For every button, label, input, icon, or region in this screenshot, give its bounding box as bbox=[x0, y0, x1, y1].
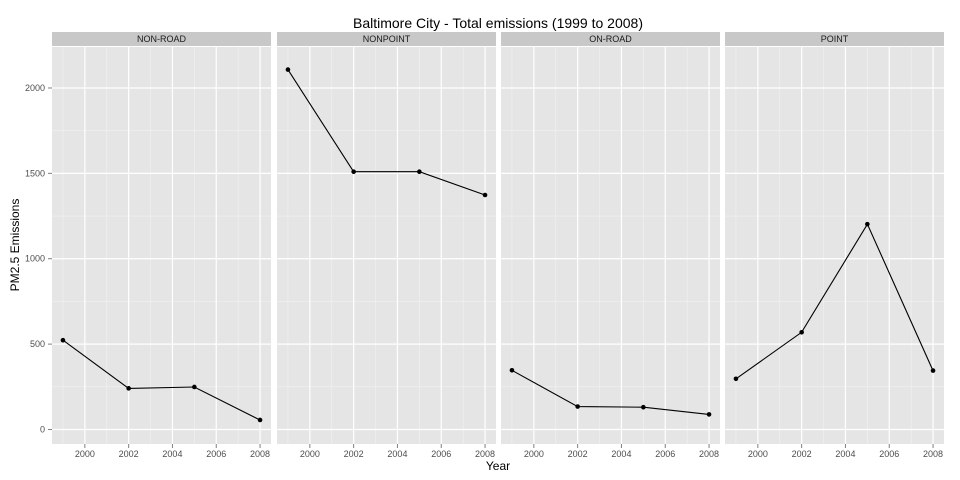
x-tick-label: 2008 bbox=[699, 449, 719, 459]
data-point bbox=[482, 192, 488, 198]
data-point bbox=[930, 368, 936, 373]
data-point bbox=[126, 386, 131, 391]
x-tick-label: 2002 bbox=[792, 449, 812, 459]
panel-strip bbox=[725, 32, 944, 46]
data-point bbox=[192, 384, 197, 390]
series-line bbox=[511, 369, 710, 415]
panel-background bbox=[277, 47, 496, 444]
data-point bbox=[575, 404, 580, 409]
panel-strip-label: ON-ROAD bbox=[589, 34, 632, 44]
data-point bbox=[351, 169, 356, 175]
x-tick-label: 2008 bbox=[250, 449, 270, 459]
data-point bbox=[865, 221, 870, 227]
x-tick-label: 2006 bbox=[431, 449, 451, 459]
panel-background bbox=[52, 47, 271, 444]
data-point bbox=[417, 169, 422, 175]
x-tick-label: 2000 bbox=[300, 449, 320, 459]
data-point bbox=[257, 417, 263, 423]
x-tick-label: 2004 bbox=[835, 449, 855, 459]
panel-strip-label: POINT bbox=[821, 34, 849, 44]
x-tick-label: 2004 bbox=[611, 449, 631, 459]
series-line bbox=[62, 339, 261, 421]
series-line bbox=[735, 223, 934, 380]
x-tick-label: 2006 bbox=[655, 449, 675, 459]
panel-strip bbox=[501, 32, 720, 46]
x-tick-label: 2000 bbox=[75, 449, 95, 459]
chart-title: Baltimore City - Total emissions (1999 t… bbox=[353, 15, 643, 31]
panel-strip-label: NONPOINT bbox=[363, 34, 411, 44]
panel-background bbox=[501, 47, 720, 444]
data-point bbox=[60, 337, 66, 343]
x-axis-title: Year bbox=[486, 459, 510, 473]
x-tick-label: 2008 bbox=[923, 449, 943, 459]
data-point bbox=[706, 412, 712, 417]
y-axis-title: PM2.5 Emissions bbox=[8, 199, 22, 292]
x-tick-label: 2002 bbox=[119, 449, 139, 459]
panel-on-road: ON-ROAD 2000 2002 2004 2006 2008 bbox=[501, 32, 720, 459]
y-tick-label: 1500 bbox=[25, 168, 45, 178]
y-tick-label: 1000 bbox=[25, 254, 45, 264]
data-point bbox=[799, 329, 804, 335]
x-tick-label: 2006 bbox=[206, 449, 226, 459]
series-line bbox=[287, 69, 486, 196]
y-tick-label: 500 bbox=[30, 339, 45, 349]
panel-strip-label: NON-ROAD bbox=[137, 34, 186, 44]
x-tick-label: 2002 bbox=[344, 449, 364, 459]
panel-strip bbox=[52, 32, 271, 46]
data-point bbox=[733, 376, 739, 382]
x-tick-label: 2004 bbox=[387, 449, 407, 459]
x-tick-label: 2000 bbox=[524, 449, 544, 459]
panel-nonpoint: NONPOINT 2000 2002 2004 2006 2008 bbox=[277, 32, 496, 459]
x-tick-label: 2006 bbox=[879, 449, 899, 459]
x-tick-label: 2008 bbox=[475, 449, 495, 459]
data-point bbox=[641, 404, 646, 410]
x-tick-label: 2002 bbox=[568, 449, 588, 459]
data-point bbox=[285, 67, 291, 72]
y-tick-label: 2000 bbox=[25, 83, 45, 93]
panel-background bbox=[725, 47, 944, 444]
x-tick-label: 2000 bbox=[748, 449, 768, 459]
data-point bbox=[509, 367, 515, 373]
panel-point: POINT 2000 2002 2004 2006 2008 bbox=[725, 32, 944, 459]
panels: 0 500 1000 1500 2000 NON-ROAD 2000 2002 2004 2006… bbox=[25, 32, 944, 459]
y-tick-label: 0 bbox=[40, 424, 45, 434]
x-tick-label: 2004 bbox=[162, 449, 182, 459]
panel-non-road: NON-ROAD 2000 2002 2004 2006 2008 bbox=[52, 32, 271, 459]
panel-strip bbox=[277, 32, 496, 46]
